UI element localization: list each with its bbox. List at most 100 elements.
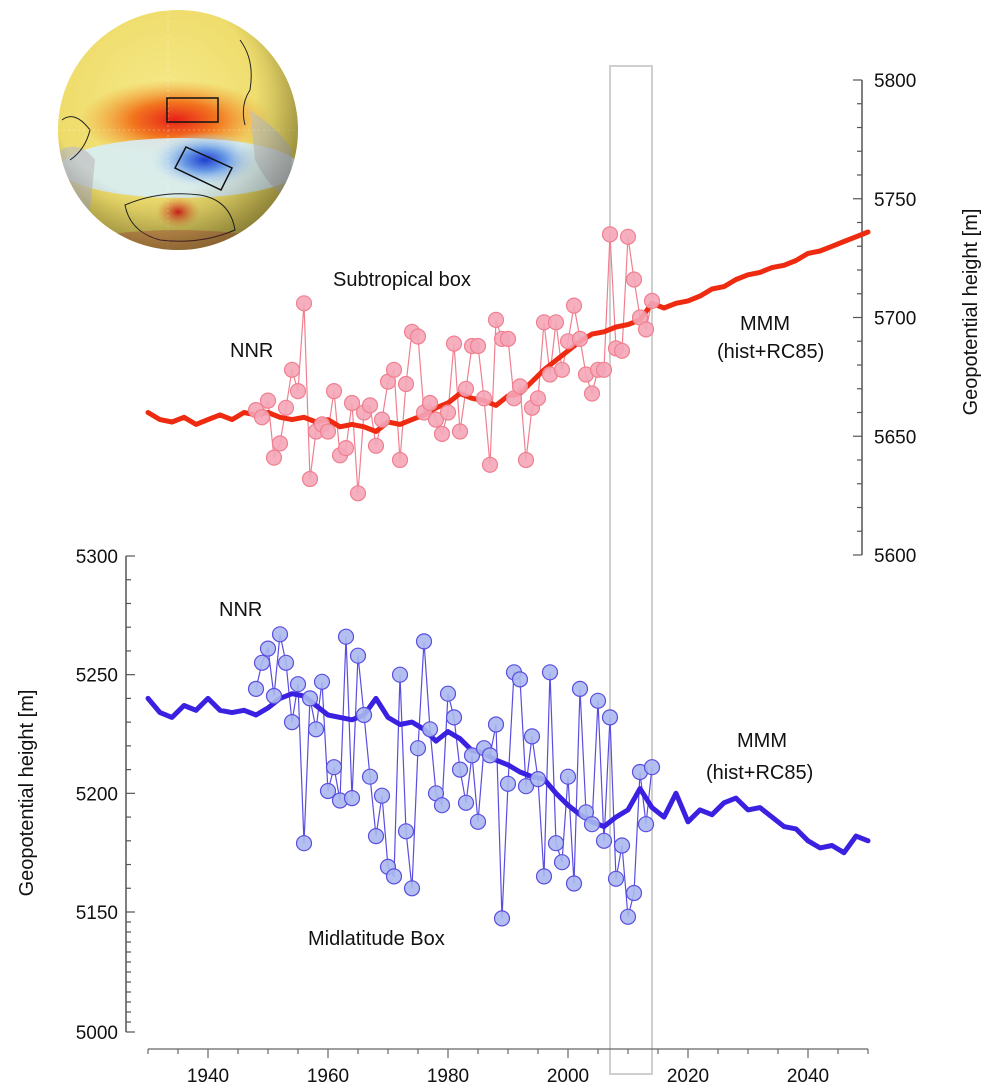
midlatitude-nnr-point xyxy=(319,782,337,800)
subtropical-tick-label: 5650 xyxy=(874,427,916,448)
midlatitude-nnr-point xyxy=(595,832,613,849)
subtropical-mmm-label: MMM xyxy=(740,313,790,335)
midlatitude-nnr-point xyxy=(355,706,373,724)
midlatitude-nnr-point xyxy=(529,770,547,788)
midlatitude-nnr-point xyxy=(487,716,505,733)
subtropical-y-axis-title: Geopotential height [m] xyxy=(960,209,982,416)
subtropical-nnr-point xyxy=(565,297,583,314)
globe-map xyxy=(58,10,298,250)
midlatitude-nnr-point xyxy=(289,676,307,693)
midlatitude-nnr-point xyxy=(325,759,343,776)
subtropical-nnr-point xyxy=(319,423,337,440)
midlatitude-tick-label: 5200 xyxy=(76,784,118,805)
midlatitude-nnr-point xyxy=(385,868,403,885)
midlatitude-nnr-point xyxy=(343,789,361,807)
midlatitude-panel: 5000 5150 5200 5250 5300 Geopotential height… xyxy=(16,547,871,1044)
subtropical-nnr-point xyxy=(271,435,289,452)
midlatitude-nnr-point xyxy=(523,728,541,745)
midlatitude-tick-label: 5150 xyxy=(76,903,118,924)
midlatitude-nnr-point xyxy=(559,768,577,785)
midlatitude-tick-label: 5250 xyxy=(76,666,118,687)
midlatitude-nnr-point xyxy=(391,666,409,683)
subtropical-nnr-point xyxy=(391,451,409,469)
subtropical-nnr-point xyxy=(259,392,277,409)
midlatitude-nnr-line xyxy=(255,634,653,919)
midlatitude-nnr-point xyxy=(613,837,631,854)
midlatitude-nnr-point xyxy=(445,709,463,726)
midlatitude-nnr-point xyxy=(265,687,283,705)
subtropical-nnr-point xyxy=(343,394,361,412)
subtropical-nnr-point xyxy=(253,409,271,426)
subtropical-map-box xyxy=(166,97,219,123)
midlatitude-nnr-point xyxy=(283,713,301,731)
subtropical-nnr-point xyxy=(499,330,517,347)
subtropical-nnr-point xyxy=(397,375,415,393)
midlatitude-mmm-label: MMM xyxy=(737,730,787,752)
subtropical-nnr-point xyxy=(265,449,283,466)
highlight-window xyxy=(609,65,653,1075)
subtropical-nnr-point xyxy=(487,311,505,328)
subtropical-nnr-point xyxy=(295,295,313,312)
midlatitude-nnr-point xyxy=(571,680,589,698)
subtropical-tick-label: 5600 xyxy=(874,546,916,567)
subtropical-panel: 5600 5650 5700 5750 5800 Geopotential height… xyxy=(145,71,982,567)
midlatitude-nnr-point xyxy=(397,823,415,840)
midlatitude-series xyxy=(145,626,871,927)
subtropical-nnr-point xyxy=(457,380,475,397)
subtropical-box-label: Subtropical box xyxy=(333,269,471,291)
subtropical-nnr-point xyxy=(451,423,469,440)
subtropical-nnr-point xyxy=(529,390,547,407)
midlatitude-nnr-point xyxy=(415,633,433,650)
subtropical-nnr-point xyxy=(613,342,631,359)
midlatitude-nnr-point xyxy=(589,692,607,709)
midlatitude-map-box xyxy=(173,146,234,191)
x-tick-label: 1960 xyxy=(307,1066,349,1087)
midlatitude-nnr-point xyxy=(337,628,355,645)
subtropical-nnr-point xyxy=(433,425,451,442)
subtropical-nnr-point xyxy=(409,328,427,345)
subtropical-nnr-point xyxy=(445,335,463,352)
subtropical-nnr-point xyxy=(325,383,343,400)
midlatitude-y-axis: 5000 5150 5200 5250 5300 xyxy=(76,547,135,1044)
subtropical-nnr-point xyxy=(553,361,571,378)
midlatitude-nnr-point xyxy=(481,747,499,764)
subtropical-nnr-point xyxy=(283,361,301,378)
midlatitude-nnr-point xyxy=(601,709,619,726)
subtropical-nnr-point xyxy=(427,411,445,428)
midlatitude-nnr-point xyxy=(637,816,655,833)
midlatitude-tick-label: 5000 xyxy=(76,1023,118,1044)
midlatitude-y-axis-title: Geopotential height [m] xyxy=(16,690,38,897)
midlatitude-tick-label: 5300 xyxy=(76,547,118,568)
midlatitude-nnr-point xyxy=(493,910,511,927)
subtropical-nnr-point xyxy=(571,330,589,347)
subtropical-nnr-point xyxy=(277,399,295,416)
subtropical-nnr-point xyxy=(337,440,355,457)
midlatitude-nnr-point xyxy=(409,740,427,757)
subtropical-nnr-point xyxy=(361,397,379,414)
x-tick-label: 1980 xyxy=(427,1066,469,1087)
subtropical-series xyxy=(145,226,871,502)
midlatitude-nnr-point xyxy=(607,870,625,887)
midlatitude-nnr-point xyxy=(373,787,391,804)
subtropical-nnr-point xyxy=(421,394,439,412)
midlatitude-nnr-point xyxy=(499,775,517,792)
subtropical-nnr-point xyxy=(583,385,601,402)
midlatitude-nnr-point xyxy=(295,835,313,852)
midlatitude-nnr-point xyxy=(565,875,583,892)
midlatitude-nnr-point xyxy=(643,759,661,776)
midlatitude-nnr-point xyxy=(361,768,379,785)
subtropical-tick-label: 5800 xyxy=(874,71,916,92)
midlatitude-nnr-point xyxy=(583,816,601,833)
subtropical-nnr-point xyxy=(619,228,637,245)
midlatitude-nnr-point xyxy=(457,794,475,811)
midlatitude-mmm-sublabel: (hist+RC85) xyxy=(706,762,813,784)
midlatitude-nnr-label: NNR xyxy=(219,599,262,621)
x-axis: 1940 1960 1980 2000 2020 2040 xyxy=(147,1048,869,1087)
subtropical-nnr-point xyxy=(601,226,619,243)
midlatitude-nnr-point xyxy=(541,664,559,681)
subtropical-y-axis: 5600 5650 5700 5750 5800 xyxy=(853,71,916,567)
midlatitude-box-label: Midlatitude Box xyxy=(308,928,445,950)
midlatitude-nnr-point xyxy=(421,721,439,738)
midlatitude-nnr-point xyxy=(547,835,565,852)
